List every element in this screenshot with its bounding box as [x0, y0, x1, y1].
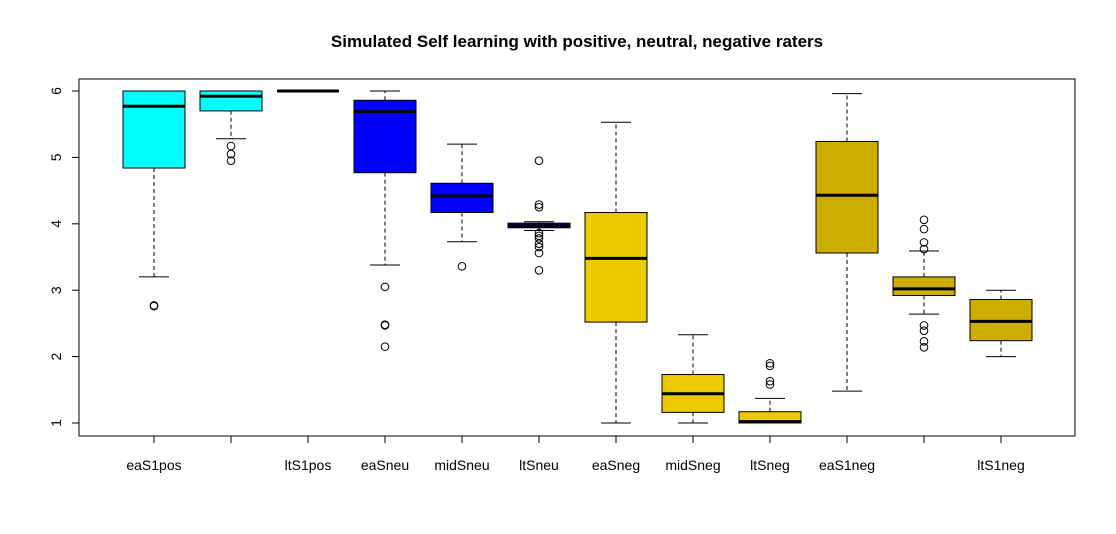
- outlier-point: [226, 141, 236, 151]
- outlier-point: [534, 265, 544, 275]
- y-tick-label: 5: [48, 153, 64, 161]
- y-axis: 1 2 3 4 5 6: [48, 87, 79, 427]
- y-tick-label: 1: [48, 419, 64, 427]
- outlier-point: [534, 200, 544, 209]
- outlier-point: [765, 358, 775, 368]
- x-tick-label: midSneu: [434, 457, 489, 473]
- outlier-point: [919, 337, 929, 346]
- x-tick-label: ltSneg: [750, 457, 790, 473]
- iqr-box: [430, 182, 494, 214]
- outlier-point: [919, 244, 929, 254]
- iqr-box: [815, 140, 879, 254]
- box-6: [584, 121, 648, 424]
- outlier-point: [380, 321, 390, 330]
- outlier-point: [380, 342, 390, 351]
- y-tick-label: 4: [48, 220, 64, 228]
- outlier-point: [919, 238, 929, 247]
- outlier-point: [226, 149, 236, 159]
- x-tick-label: midSneg: [665, 457, 720, 473]
- outlier-point: [380, 282, 390, 292]
- iqr-box: [584, 212, 648, 323]
- x-tick-label: eaS1pos: [126, 457, 181, 473]
- outlier-point: [534, 248, 544, 258]
- outlier-point: [534, 239, 544, 249]
- outlier-point: [534, 228, 544, 238]
- x-tick-label: ltS1pos: [285, 457, 332, 473]
- outlier-point: [226, 156, 236, 166]
- iqr-box: [199, 90, 263, 112]
- boxes-group: [122, 89, 1033, 424]
- x-tick-label: eaSneg: [592, 457, 640, 473]
- y-tick-label: 2: [48, 352, 64, 360]
- outlier-point: [919, 343, 929, 352]
- outlier-point: [534, 234, 544, 243]
- outlier-point: [919, 224, 929, 234]
- outlier-point: [765, 361, 775, 371]
- outlier-point: [534, 242, 544, 252]
- outlier-point: [534, 202, 544, 212]
- box-5: [507, 156, 571, 275]
- box-7: [661, 334, 725, 424]
- outlier-point: [457, 261, 467, 271]
- box-8: [738, 358, 802, 424]
- outlier-point: [919, 321, 929, 330]
- x-tick-label: ltS1neg: [977, 457, 1024, 473]
- box-9: [815, 93, 879, 392]
- outlier-point: [149, 301, 159, 310]
- outlier-point: [919, 326, 929, 336]
- outlier-point: [765, 376, 775, 386]
- outlier-point: [534, 156, 544, 166]
- box-1: [199, 90, 263, 166]
- box-10: [892, 215, 956, 352]
- y-tick-label: 3: [48, 286, 64, 294]
- x-tick-label: eaS1neg: [819, 457, 875, 473]
- box-3: [353, 90, 417, 351]
- chart-title: Simulated Self learning with positive, n…: [331, 32, 823, 51]
- outlier-point: [919, 215, 929, 225]
- y-tick-label: 6: [48, 87, 64, 95]
- x-tick-label: eaSneu: [361, 457, 409, 473]
- iqr-box: [892, 276, 956, 297]
- box-11: [969, 289, 1033, 358]
- plot-frame: [78, 78, 1076, 437]
- x-axis: eaS1pos ltS1pos eaSneu midSneu ltSneu eaSneg m…: [126, 436, 1025, 473]
- box-0: [122, 90, 186, 311]
- outlier-point: [765, 380, 775, 389]
- box-4: [430, 143, 494, 271]
- x-tick-label: ltSneu: [519, 457, 559, 473]
- iqr-box: [122, 90, 186, 169]
